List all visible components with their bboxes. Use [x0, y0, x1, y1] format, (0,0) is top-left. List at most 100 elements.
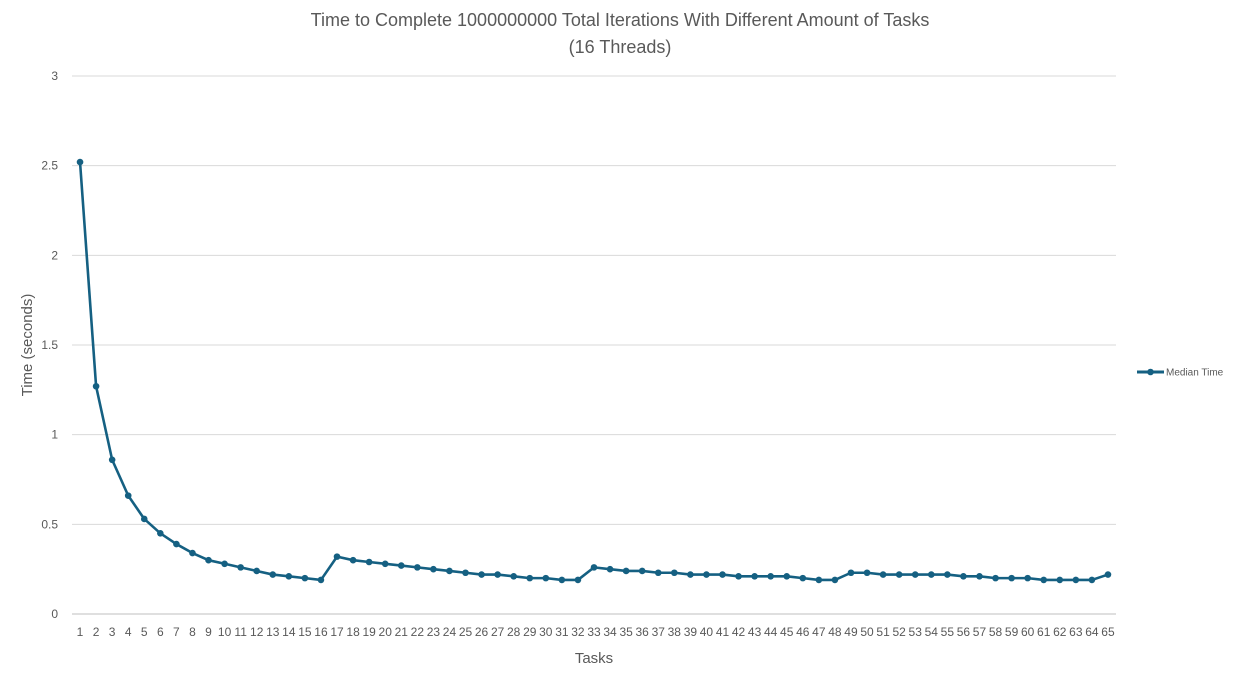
data-point[interactable]	[542, 574, 550, 582]
data-point[interactable]	[446, 567, 453, 575]
x-tick-label: 57	[973, 625, 987, 639]
x-tick-label: 19	[362, 625, 376, 639]
data-point[interactable]	[349, 556, 357, 564]
gridlines	[72, 75, 1116, 615]
data-point[interactable]	[815, 576, 823, 584]
data-point[interactable]	[831, 576, 839, 584]
x-tick-label: 17	[330, 625, 344, 639]
data-point[interactable]	[221, 560, 228, 568]
data-point[interactable]	[285, 573, 293, 580]
x-tick-label: 33	[587, 625, 601, 639]
data-point[interactable]	[397, 562, 405, 569]
x-tick-label: 48	[828, 625, 842, 639]
data-point[interactable]	[205, 556, 212, 564]
data-point[interactable]	[157, 530, 164, 537]
data-point[interactable]	[1024, 574, 1031, 582]
data-point[interactable]	[863, 569, 871, 577]
x-tick-label: 4	[125, 625, 132, 639]
data-point[interactable]	[1040, 576, 1048, 584]
x-tick-label: 1	[77, 625, 84, 639]
x-tick-label: 53	[909, 625, 923, 639]
data-point[interactable]	[381, 560, 389, 568]
x-tick-label: 55	[941, 625, 955, 639]
x-tick-label: 56	[957, 625, 971, 639]
data-point[interactable]	[333, 553, 341, 560]
data-point[interactable]	[108, 456, 116, 464]
data-point[interactable]	[735, 573, 742, 580]
data-point[interactable]	[622, 567, 630, 575]
data-point[interactable]	[317, 576, 325, 584]
data-point[interactable]	[462, 569, 469, 577]
x-tick-label: 46	[796, 625, 810, 639]
data-point[interactable]	[253, 567, 261, 575]
series-group	[76, 158, 1112, 584]
data-point[interactable]	[751, 573, 758, 580]
data-point[interactable]	[960, 573, 967, 580]
x-tick-label: 15	[298, 625, 312, 639]
x-tick-label: 21	[395, 625, 409, 639]
data-point[interactable]	[976, 573, 983, 580]
data-point[interactable]	[1088, 576, 1096, 584]
x-tick-label: 59	[1005, 625, 1019, 639]
data-point[interactable]	[687, 571, 694, 578]
data-point[interactable]	[767, 573, 774, 580]
data-point[interactable]	[911, 571, 919, 578]
x-tick-label: 49	[844, 625, 858, 639]
data-point[interactable]	[494, 571, 501, 578]
data-point[interactable]	[173, 540, 180, 548]
data-point[interactable]	[269, 571, 277, 578]
x-tick-label: 31	[555, 625, 569, 639]
x-tick-label: 26	[475, 625, 489, 639]
data-point[interactable]	[76, 158, 84, 166]
y-tick-label: 3	[51, 69, 58, 83]
data-point[interactable]	[654, 569, 662, 577]
x-tick-label: 8	[189, 625, 196, 639]
data-point[interactable]	[783, 573, 791, 580]
x-tick-label: 42	[732, 625, 746, 639]
data-point[interactable]	[414, 564, 421, 571]
data-point[interactable]	[478, 571, 485, 578]
data-point[interactable]	[365, 558, 373, 566]
data-point[interactable]	[558, 576, 566, 584]
legend[interactable]: Median Time	[1137, 368, 1224, 379]
data-point[interactable]	[1104, 571, 1112, 578]
data-point[interactable]	[799, 574, 807, 582]
data-point[interactable]	[189, 549, 196, 557]
x-tick-label: 16	[314, 625, 328, 639]
x-tick-label: 14	[282, 625, 296, 639]
data-point[interactable]	[1008, 574, 1015, 582]
data-point[interactable]	[927, 571, 935, 578]
data-point[interactable]	[430, 565, 437, 573]
data-point[interactable]	[895, 571, 903, 578]
x-tick-label: 35	[619, 625, 633, 639]
data-point[interactable]	[124, 492, 132, 499]
data-point[interactable]	[944, 571, 951, 578]
series-line	[78, 160, 1110, 582]
data-point[interactable]	[590, 564, 598, 571]
data-point[interactable]	[574, 576, 582, 584]
data-point[interactable]	[879, 571, 887, 578]
data-point[interactable]	[1072, 576, 1080, 584]
x-tick-label: 29	[523, 625, 537, 639]
data-point[interactable]	[847, 569, 855, 577]
data-point[interactable]	[719, 571, 726, 578]
data-point[interactable]	[140, 515, 148, 523]
data-point[interactable]	[703, 571, 710, 578]
data-point[interactable]	[526, 574, 534, 582]
x-tick-label: 43	[748, 625, 762, 639]
data-point[interactable]	[92, 382, 100, 390]
data-point[interactable]	[606, 565, 614, 573]
data-point[interactable]	[510, 573, 517, 580]
x-axis-label: Tasks	[575, 650, 613, 667]
data-point[interactable]	[671, 569, 678, 577]
x-tick-label: 13	[266, 625, 280, 639]
data-point[interactable]	[638, 567, 646, 575]
data-point[interactable]	[992, 574, 999, 582]
x-tick-label: 60	[1021, 625, 1035, 639]
data-point[interactable]	[301, 574, 309, 582]
x-tick-label: 7	[173, 625, 180, 639]
data-point[interactable]	[237, 564, 244, 571]
x-tick-label: 40	[700, 625, 714, 639]
data-point[interactable]	[1056, 576, 1064, 584]
